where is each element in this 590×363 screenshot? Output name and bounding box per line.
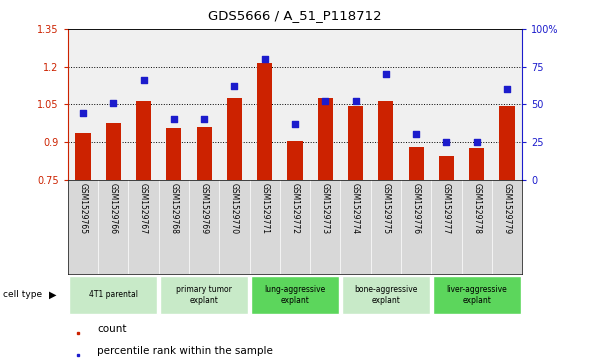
- Text: GSM1529773: GSM1529773: [321, 183, 330, 234]
- Text: GSM1529775: GSM1529775: [381, 183, 391, 234]
- Point: [290, 121, 300, 127]
- Point: [381, 71, 391, 77]
- Bar: [348, 106, 363, 363]
- Text: percentile rank within the sample: percentile rank within the sample: [97, 346, 273, 356]
- Point: [472, 139, 481, 145]
- Point: [199, 117, 209, 122]
- Text: GSM1529768: GSM1529768: [169, 183, 178, 233]
- Bar: [166, 128, 182, 363]
- Text: GDS5666 / A_51_P118712: GDS5666 / A_51_P118712: [208, 9, 382, 22]
- Text: count: count: [97, 324, 127, 334]
- Text: GSM1529770: GSM1529770: [230, 183, 239, 234]
- Bar: [227, 98, 242, 363]
- Text: GSM1529774: GSM1529774: [351, 183, 360, 234]
- Text: GSM1529771: GSM1529771: [260, 183, 269, 233]
- Bar: [378, 101, 394, 363]
- Text: cell type: cell type: [3, 290, 42, 299]
- Bar: [77, 354, 79, 356]
- Point: [109, 100, 118, 106]
- Text: GSM1529777: GSM1529777: [442, 183, 451, 234]
- Point: [139, 77, 148, 83]
- Point: [502, 86, 512, 92]
- Bar: [251, 276, 339, 314]
- Text: lung-aggressive
explant: lung-aggressive explant: [264, 285, 326, 305]
- Bar: [70, 276, 157, 314]
- Text: GSM1529779: GSM1529779: [503, 183, 512, 234]
- Bar: [196, 127, 212, 363]
- Text: bone-aggressive
explant: bone-aggressive explant: [354, 285, 418, 305]
- Bar: [439, 156, 454, 363]
- Text: GSM1529776: GSM1529776: [412, 183, 421, 234]
- Point: [442, 139, 451, 145]
- Text: liver-aggressive
explant: liver-aggressive explant: [447, 285, 507, 305]
- Text: ▶: ▶: [49, 290, 57, 300]
- Point: [351, 98, 360, 104]
- Point: [320, 98, 330, 104]
- Text: GSM1529772: GSM1529772: [290, 183, 300, 233]
- Text: GSM1529765: GSM1529765: [78, 183, 87, 234]
- Point: [169, 117, 179, 122]
- Point: [78, 110, 88, 116]
- Bar: [77, 332, 79, 334]
- Bar: [499, 106, 514, 363]
- Point: [260, 56, 270, 62]
- Bar: [342, 276, 430, 314]
- Bar: [257, 63, 272, 363]
- Text: GSM1529769: GSM1529769: [199, 183, 209, 234]
- Text: 4T1 parental: 4T1 parental: [88, 290, 138, 299]
- Bar: [433, 276, 520, 314]
- Point: [230, 83, 239, 89]
- Bar: [317, 98, 333, 363]
- Bar: [469, 148, 484, 363]
- Text: GSM1529767: GSM1529767: [139, 183, 148, 234]
- Text: GSM1529766: GSM1529766: [109, 183, 118, 234]
- Bar: [136, 101, 151, 363]
- Bar: [76, 133, 91, 363]
- Text: primary tumor
explant: primary tumor explant: [176, 285, 232, 305]
- Bar: [408, 147, 424, 363]
- Point: [411, 131, 421, 137]
- Text: GSM1529778: GSM1529778: [472, 183, 481, 233]
- Bar: [287, 141, 303, 363]
- Bar: [106, 123, 121, 363]
- Bar: [160, 276, 248, 314]
